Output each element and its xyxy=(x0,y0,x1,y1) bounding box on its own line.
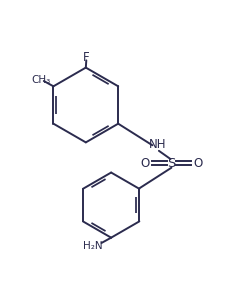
Text: CH₃: CH₃ xyxy=(31,74,51,85)
Text: S: S xyxy=(167,157,176,170)
Text: O: O xyxy=(140,157,149,170)
Text: F: F xyxy=(83,51,90,64)
Text: NH: NH xyxy=(149,138,166,151)
Text: H₂N: H₂N xyxy=(83,241,103,251)
Text: O: O xyxy=(193,157,203,170)
